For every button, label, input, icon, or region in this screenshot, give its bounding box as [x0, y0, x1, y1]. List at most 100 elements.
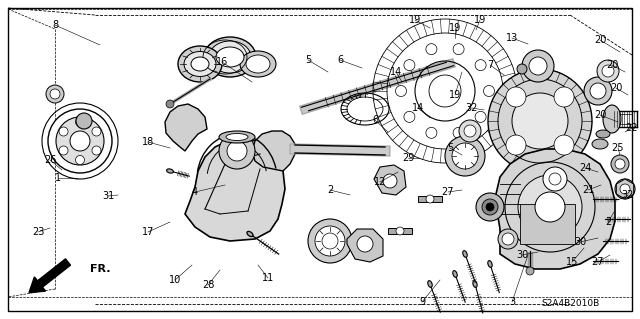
Circle shape [396, 227, 404, 235]
Text: 9: 9 [419, 297, 425, 307]
Circle shape [426, 195, 434, 203]
Circle shape [535, 192, 565, 222]
Circle shape [590, 83, 606, 99]
Circle shape [522, 50, 554, 82]
FancyArrow shape [29, 259, 70, 293]
Circle shape [488, 69, 592, 173]
Polygon shape [374, 165, 406, 195]
Circle shape [315, 226, 345, 256]
Ellipse shape [247, 231, 253, 237]
Ellipse shape [184, 51, 216, 77]
Circle shape [92, 127, 101, 136]
Circle shape [76, 155, 84, 165]
Text: 24: 24 [579, 163, 591, 173]
Ellipse shape [216, 47, 244, 67]
Ellipse shape [596, 130, 610, 138]
Polygon shape [496, 149, 615, 269]
Circle shape [554, 87, 574, 107]
Circle shape [404, 111, 415, 122]
Circle shape [517, 64, 527, 74]
Circle shape [383, 174, 397, 188]
Polygon shape [165, 104, 207, 151]
Ellipse shape [592, 139, 608, 149]
Polygon shape [252, 131, 295, 171]
Circle shape [475, 60, 486, 70]
Circle shape [59, 146, 68, 155]
Circle shape [453, 127, 464, 138]
Circle shape [502, 233, 514, 245]
Ellipse shape [603, 105, 621, 133]
Ellipse shape [240, 51, 276, 77]
Text: 18: 18 [142, 137, 154, 147]
Text: 10: 10 [169, 275, 181, 285]
Text: 31: 31 [102, 191, 114, 201]
Text: 28: 28 [202, 280, 214, 290]
Polygon shape [616, 179, 634, 199]
Text: 27: 27 [442, 187, 454, 197]
Text: 4: 4 [192, 187, 198, 197]
Circle shape [620, 184, 630, 194]
Text: 29: 29 [402, 153, 414, 163]
Circle shape [584, 77, 612, 105]
Text: 23: 23 [32, 227, 44, 237]
Circle shape [357, 236, 373, 252]
Circle shape [518, 175, 582, 239]
Circle shape [543, 167, 567, 191]
Circle shape [459, 120, 481, 142]
Circle shape [404, 60, 415, 70]
Ellipse shape [178, 46, 222, 82]
Text: 19: 19 [474, 15, 486, 25]
Circle shape [486, 203, 494, 211]
Circle shape [308, 219, 352, 263]
Text: 20: 20 [594, 35, 606, 45]
Ellipse shape [488, 261, 492, 267]
Text: 5: 5 [447, 143, 453, 153]
Circle shape [615, 179, 635, 199]
Ellipse shape [463, 251, 467, 257]
Text: 19: 19 [449, 90, 461, 100]
Text: 12: 12 [374, 177, 386, 187]
Text: 5: 5 [305, 55, 311, 65]
Text: 7: 7 [487, 60, 493, 70]
Text: 17: 17 [142, 227, 154, 237]
Text: 26: 26 [44, 155, 56, 165]
Circle shape [445, 136, 485, 176]
Circle shape [602, 65, 614, 77]
Circle shape [506, 135, 526, 155]
Circle shape [464, 125, 476, 137]
Circle shape [597, 60, 619, 82]
Circle shape [70, 131, 90, 151]
Ellipse shape [219, 131, 255, 143]
Text: 32: 32 [622, 190, 634, 200]
Text: 3: 3 [509, 297, 515, 307]
Circle shape [426, 44, 437, 55]
Ellipse shape [166, 169, 173, 173]
Circle shape [50, 89, 60, 99]
Text: S2A4B2010B: S2A4B2010B [541, 300, 599, 308]
Circle shape [475, 111, 486, 122]
Ellipse shape [246, 55, 270, 73]
Ellipse shape [473, 281, 477, 287]
Text: 25: 25 [612, 143, 624, 153]
Circle shape [396, 85, 406, 97]
Polygon shape [185, 139, 285, 241]
Circle shape [453, 44, 464, 55]
Text: 16: 16 [216, 57, 228, 67]
Circle shape [483, 85, 495, 97]
Text: 20: 20 [610, 83, 622, 93]
Text: 21: 21 [582, 185, 594, 195]
Circle shape [426, 127, 437, 138]
Circle shape [219, 133, 255, 169]
Text: 11: 11 [262, 273, 274, 283]
Text: 13: 13 [506, 33, 518, 43]
Circle shape [498, 229, 518, 249]
Text: 20: 20 [606, 60, 618, 70]
Circle shape [59, 127, 68, 136]
Text: 2: 2 [605, 217, 611, 227]
Text: 6: 6 [372, 115, 378, 125]
Text: 6: 6 [337, 55, 343, 65]
Text: 14: 14 [412, 103, 424, 113]
Circle shape [615, 159, 625, 169]
Circle shape [452, 143, 478, 169]
Ellipse shape [226, 133, 248, 140]
